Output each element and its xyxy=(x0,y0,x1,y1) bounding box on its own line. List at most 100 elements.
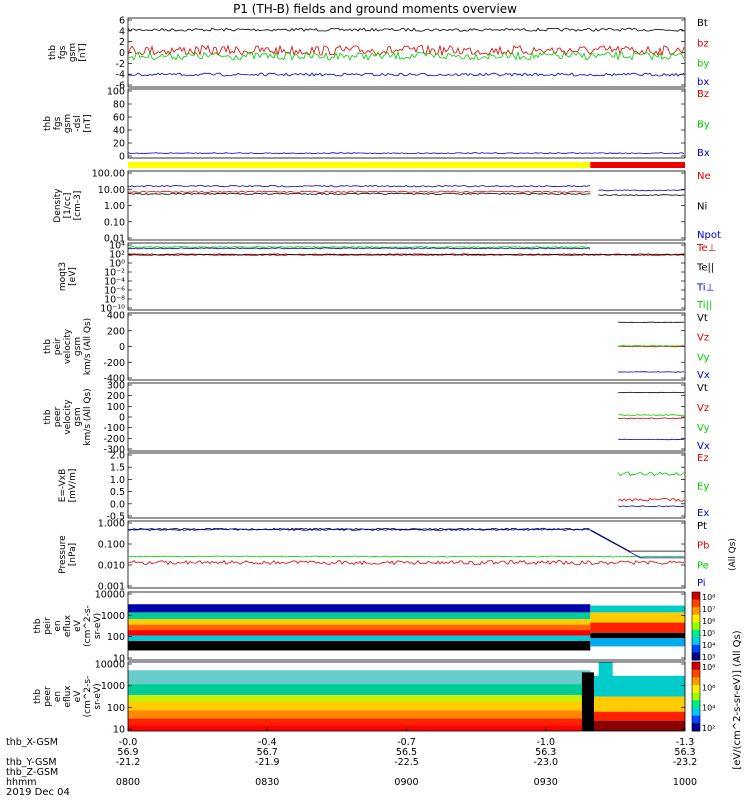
series-Ti-par xyxy=(127,246,591,248)
y-tick-label: -0.5 xyxy=(106,512,125,523)
colorbar-tick-label: 10⁴ xyxy=(702,704,715,713)
legend-entry: bx xyxy=(697,77,709,88)
series-bz xyxy=(127,44,685,57)
orbit-value: 1000 xyxy=(673,777,697,788)
legend-entry: Te|| xyxy=(696,263,714,274)
spectrogram-band xyxy=(590,675,685,697)
legend-entry: Vy xyxy=(697,352,710,363)
series-Npot-late xyxy=(598,189,685,192)
y-tick-label: 10² xyxy=(109,250,125,261)
orbit-value: -0.4 xyxy=(258,737,277,748)
y-axis-label-line: [eV] xyxy=(68,267,78,286)
colorbar-frame xyxy=(691,661,701,732)
y-tick-label: 10⁻¹⁰ xyxy=(100,304,125,315)
spectrogram-band xyxy=(128,640,591,651)
series-Vy xyxy=(618,414,685,416)
y-tick-label: -200 xyxy=(103,358,125,369)
y-tick-label: 200 xyxy=(107,391,125,402)
y-axis-label: thb fgs gsm [nT] xyxy=(48,43,88,62)
status-bar-yellow xyxy=(128,162,591,168)
y-tick-label: 10⁰ xyxy=(109,259,125,270)
colorbar-swatch xyxy=(692,677,700,686)
spectrogram-band xyxy=(128,710,591,719)
y-tick-label: 20 xyxy=(113,139,125,150)
orbit-value: 56.9 xyxy=(117,747,138,758)
colorbar-frame xyxy=(691,591,701,661)
y-axis-label-line: peir xyxy=(43,617,53,635)
spectrogram-band xyxy=(128,725,591,731)
y-axis-label-line: sr-eV) xyxy=(93,613,103,639)
colorbar-swatch xyxy=(692,685,700,694)
panel-frame xyxy=(127,382,686,452)
spectrogram-band xyxy=(128,684,591,696)
y-tick-label: -6 xyxy=(116,81,125,92)
y-tick-label: 0.5 xyxy=(110,487,125,498)
colorbar-swatch xyxy=(692,607,700,616)
spectrogram-band xyxy=(590,720,685,731)
y-axis-label: thb peir velocity gsm km/s (All Qs) xyxy=(43,318,93,375)
panel-frame xyxy=(127,88,686,159)
legend-entry: Ey xyxy=(697,482,709,493)
y-tick-label: 200 xyxy=(107,326,125,337)
legend-entry: Ni xyxy=(697,202,707,213)
y-axis-label-line: thb xyxy=(43,339,53,354)
orbit-axis: thb_X-GSM -0.0 -0.4 -0.7 -1.0 -1.3 56.9 56.7 56.… xyxy=(6,727,697,788)
y-tick-label: 100.00 xyxy=(92,169,125,180)
y-tick-label: 0 xyxy=(119,152,125,163)
legend-entry: bz xyxy=(697,38,709,49)
panel-fgs_dsl: 100 80 60 40 20 0 thb fgs gsm -dsl [nT] Bz By Bx xyxy=(43,87,710,163)
spectrogram-band xyxy=(128,695,591,703)
orbit-value: -21.2 xyxy=(116,757,141,768)
orbit-value: -22.5 xyxy=(394,757,419,768)
y-tick-label: 100 xyxy=(107,632,125,643)
y-axis-label: thb peer en eflux eV (cm^2-s-sr-eV) xyxy=(33,676,103,718)
orbit-value: 56.7 xyxy=(257,747,278,758)
series-Ey xyxy=(617,471,685,477)
series-Te-par xyxy=(127,253,685,256)
series-Pi xyxy=(127,528,591,531)
colorbar-tick-label: 10² xyxy=(702,724,715,733)
colorbar-swatch xyxy=(692,662,700,671)
colorbar-swatch xyxy=(692,599,700,608)
y-tick-label: 0.100 xyxy=(98,540,125,551)
y-axis-label-line: Density xyxy=(53,188,63,223)
y-tick-label: 1.00 xyxy=(104,201,125,212)
orbit-value: -23.0 xyxy=(533,757,558,768)
spectrogram-band xyxy=(128,604,591,613)
legend-entry: Vt xyxy=(697,383,708,394)
y-tick-label: 0 xyxy=(119,342,125,353)
colorbar: 10⁸ 10⁶ 10⁴ 10² xyxy=(691,661,715,733)
y-tick-label: -400 xyxy=(103,374,125,385)
y-tick-label: 300 xyxy=(107,381,125,392)
y-axis-label-line: [mV/m] xyxy=(68,469,78,503)
series-Vx xyxy=(618,438,685,441)
y-axis-label: thb peir en eflux eV (cm^2-s-sr-eV) xyxy=(33,605,103,647)
spectrogram-band xyxy=(590,711,685,721)
y-axis-label-line: [1/cc] xyxy=(63,193,73,219)
y-axis-label-line: fgs xyxy=(53,116,63,130)
orbit-row-label: thb_X-GSM xyxy=(6,737,58,748)
y-tick-label: 1000 xyxy=(101,681,125,692)
series-Te-perp xyxy=(127,254,685,257)
series-Npot xyxy=(127,184,591,188)
y-axis-label-line: km/s (All Qs) xyxy=(83,318,93,375)
y-tick-label: 100 xyxy=(107,703,125,714)
panel-frame xyxy=(127,591,686,661)
y-axis-label-line: thb xyxy=(43,116,53,131)
panel-frame xyxy=(127,452,686,519)
orbit-row-label: thb_Y-GSM xyxy=(6,757,57,768)
y-axis-label: thb fgs gsm -dsl [nT] xyxy=(43,114,93,133)
colorbar-tick-label: 10⁵ xyxy=(702,629,715,638)
series-Vx xyxy=(618,371,685,373)
legend-entry: Bt xyxy=(697,18,708,29)
legend-entry: By xyxy=(697,120,710,131)
y-axis-label-line: Pressure xyxy=(58,535,68,574)
y-tick-label: 60 xyxy=(113,113,125,124)
y-axis-label-line: eV xyxy=(73,690,83,703)
orbit-value: 0830 xyxy=(255,777,279,788)
y-tick-label: 10000 xyxy=(95,590,125,601)
y-axis-label-line: eflux xyxy=(63,614,73,637)
